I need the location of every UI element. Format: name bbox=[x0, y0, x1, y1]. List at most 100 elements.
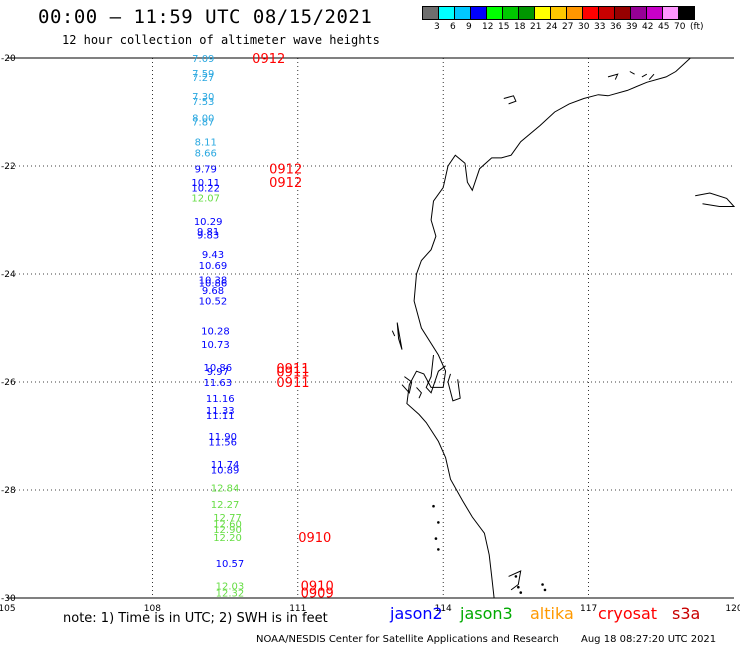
swh-value: 10.22 bbox=[191, 184, 220, 195]
colorbar-label: 39 bbox=[626, 22, 638, 32]
y-tick-label: -24 bbox=[1, 270, 16, 280]
swh-value: 11.90 bbox=[208, 432, 237, 443]
island-coast bbox=[391, 330, 396, 337]
colorbar-swatch bbox=[678, 6, 695, 20]
swh-value: 9.68 bbox=[202, 286, 224, 297]
colorbar-label: 45 bbox=[658, 22, 670, 32]
swh-value: 9.79 bbox=[195, 165, 217, 176]
pass-time-label: 0912 bbox=[252, 52, 285, 67]
y-tick-label: -28 bbox=[1, 486, 16, 496]
swh-value: 10.28 bbox=[201, 327, 230, 338]
pass-time-label: 0910 bbox=[298, 531, 331, 546]
swh-value: 9.83 bbox=[197, 231, 219, 242]
swh-value: 10.69 bbox=[199, 261, 228, 272]
map-subtitle: 12 hour collection of altimeter wave hei… bbox=[62, 33, 380, 47]
island-coast bbox=[648, 73, 655, 80]
colorbar-label: 70 bbox=[674, 22, 686, 32]
islet bbox=[434, 537, 438, 540]
islet bbox=[541, 583, 544, 586]
islet bbox=[543, 588, 547, 592]
swh-value: 10.86 bbox=[204, 363, 233, 374]
swh-value: 10.11 bbox=[191, 178, 220, 189]
swh-value: 12.60 bbox=[213, 519, 242, 530]
swh-value: 12.90 bbox=[213, 525, 242, 536]
swh-value: 11.11 bbox=[206, 411, 235, 422]
y-tick-label: -20 bbox=[1, 54, 16, 64]
generation-timestamp: Aug 18 08:27:20 UTC 2021 bbox=[581, 634, 717, 645]
islet bbox=[437, 548, 440, 551]
lat-lon-grid bbox=[7, 57, 734, 599]
legend-cryosat: cryosat bbox=[598, 604, 658, 623]
colorbar-label: 18 bbox=[514, 22, 526, 32]
colorbar-label: 6 bbox=[450, 22, 456, 32]
swh-value: 7.09 bbox=[192, 54, 214, 65]
peninsula-coast bbox=[447, 373, 461, 402]
pass-time-label: 0911 bbox=[276, 362, 309, 377]
swh-value: 9.43 bbox=[202, 250, 224, 261]
colorbar-label: 15 bbox=[498, 22, 510, 32]
swh-value: 7.87 bbox=[192, 118, 214, 129]
pass-time-label: 0912 bbox=[269, 163, 302, 178]
swh-value: 11.74 bbox=[211, 460, 240, 471]
swh-value: 11.56 bbox=[208, 437, 237, 448]
peninsula-coast bbox=[425, 354, 446, 394]
y-tick-label: -30 bbox=[1, 594, 16, 604]
swh-value: 10.89 bbox=[211, 465, 240, 476]
legend-jason2: jason2 bbox=[390, 604, 443, 623]
swh-value: 10.73 bbox=[201, 340, 230, 351]
island-coast bbox=[401, 376, 413, 394]
pass-time-label: 0911 bbox=[276, 366, 309, 381]
swh-colorbar bbox=[422, 6, 695, 20]
island-coast bbox=[416, 387, 422, 399]
colorbar-label: 30 bbox=[578, 22, 590, 32]
swh-value: 8.11 bbox=[195, 138, 217, 149]
y-tick-label: -22 bbox=[1, 162, 16, 172]
colorbar-label: 3 bbox=[434, 22, 440, 32]
swh-value: 7.27 bbox=[192, 73, 214, 84]
swh-value: 9.81 bbox=[197, 227, 219, 238]
swh-value: 10.86 bbox=[199, 279, 228, 290]
island-coast bbox=[503, 95, 517, 105]
island-coast bbox=[629, 71, 635, 75]
colorbar-label: 21 bbox=[530, 22, 542, 32]
swh-value: 10.38 bbox=[199, 275, 228, 286]
colorbar-label: 27 bbox=[562, 22, 574, 32]
swh-value: 9.97 bbox=[207, 367, 229, 378]
swh-value: 11.16 bbox=[206, 394, 235, 405]
credit-line: NOAA/NESDIS Center for Satellite Applica… bbox=[256, 634, 559, 645]
swh-value: 7.30 bbox=[192, 92, 214, 103]
islet bbox=[432, 504, 435, 508]
swh-value: 8.00 bbox=[192, 113, 214, 124]
swh-value: 10.57 bbox=[216, 559, 245, 570]
colorbar-label: 24 bbox=[546, 22, 558, 32]
pass-time-label: 0911 bbox=[276, 376, 309, 391]
swh-value: 7.53 bbox=[192, 97, 214, 108]
swh-value: 12.32 bbox=[216, 589, 245, 600]
swh-value: 11.63 bbox=[204, 378, 233, 389]
colorbar-label: 33 bbox=[594, 22, 606, 32]
swh-value: 12.07 bbox=[191, 193, 220, 204]
islet bbox=[437, 521, 440, 524]
colorbar-label: (ft) bbox=[690, 22, 704, 32]
islet bbox=[514, 575, 518, 578]
island-coast bbox=[641, 73, 648, 78]
island-coast bbox=[508, 570, 522, 591]
axis-ticks: 105 108 111 114 117 120 -20 -22 -24 -26 -28 -30 bbox=[0, 54, 740, 614]
pass-time-label: 0910 bbox=[301, 580, 334, 595]
swh-value: 10.29 bbox=[194, 217, 223, 228]
pass-time-label: 0909 bbox=[301, 587, 334, 602]
island-coast bbox=[607, 73, 619, 80]
x-tick-label: 117 bbox=[580, 604, 597, 614]
islet bbox=[519, 591, 523, 594]
legend-altika: altika bbox=[530, 604, 574, 623]
swh-value: 8.66 bbox=[195, 149, 217, 160]
legend-s3a: s3a bbox=[672, 604, 701, 623]
x-tick-label: 105 bbox=[0, 604, 16, 614]
mainland-coast bbox=[406, 57, 691, 599]
island-coast bbox=[396, 322, 403, 350]
swh-value: 7.59 bbox=[192, 69, 214, 80]
swh-observations: 7.09 7.597.27 7.307.53 8.007.87 8.118.66 9.79… bbox=[191, 54, 244, 600]
map-title: 00:00 – 11:59 UTC 08/15/2021 bbox=[38, 6, 373, 28]
